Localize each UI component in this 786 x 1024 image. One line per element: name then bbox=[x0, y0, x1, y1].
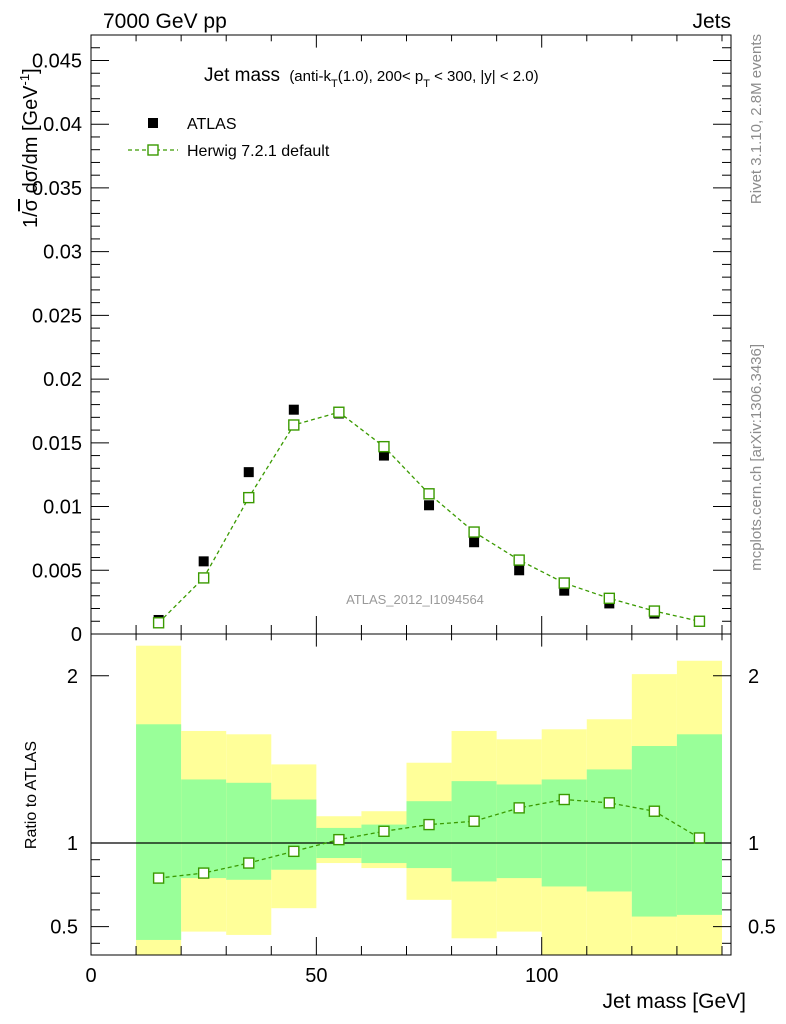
chart-title-main: Jet mass bbox=[204, 65, 280, 86]
legend-label-atlas: ATLAS bbox=[187, 116, 237, 133]
x-axis-label: Jet mass [GeV] bbox=[602, 990, 746, 1013]
y-axis-label-part-1: 1/ bbox=[20, 211, 42, 228]
herwig-point bbox=[152, 617, 165, 629]
y-tick-label: 0.03 bbox=[43, 242, 82, 264]
legend: ATLAS Herwig 7.2.1 default bbox=[128, 116, 330, 160]
ratio-point bbox=[558, 793, 570, 806]
main-tick-labels: 0 0.005 0.01 0.015 0.02 0.025 0.03 0.035 0.04 0.0… bbox=[32, 50, 82, 646]
herwig-point bbox=[423, 488, 435, 500]
band-inner bbox=[586, 769, 632, 892]
ratio-point bbox=[288, 845, 300, 858]
band-inner bbox=[406, 801, 452, 869]
main-axis-ticks bbox=[90, 34, 731, 635]
x-tick-label: 100 bbox=[525, 965, 558, 987]
band-inner bbox=[496, 784, 542, 879]
chart-title-sub-2: T bbox=[423, 78, 430, 90]
ratio-y-axis-label: Ratio to ATLAS bbox=[23, 741, 40, 849]
legend-marker-atlas bbox=[148, 118, 158, 128]
ratio-point bbox=[693, 832, 706, 844]
herwig-point bbox=[558, 577, 570, 589]
ratio-data-layer bbox=[91, 793, 731, 884]
y-tick-label: 0.02 bbox=[43, 369, 82, 391]
header-right-label: Jets bbox=[692, 10, 731, 33]
band-inner bbox=[631, 746, 677, 917]
ratio-panel-frame bbox=[90, 633, 732, 956]
band-inner bbox=[676, 734, 722, 915]
y-axis-label-part-3: dσ/dm [GeV bbox=[20, 85, 42, 199]
band-inner bbox=[181, 779, 227, 879]
ratio-tick-label-right: 0.5 bbox=[748, 917, 776, 939]
herwig-point bbox=[243, 491, 255, 504]
ratio-tick-label-right: 2 bbox=[748, 666, 759, 688]
y-axis-label-part-5: ] bbox=[20, 68, 42, 74]
atlas-point bbox=[378, 450, 389, 461]
x-tick-label: 0 bbox=[85, 965, 96, 987]
atlas-point bbox=[288, 404, 299, 415]
mcplots-label: mcplots.cern.ch [arXiv:1306.3436] bbox=[748, 344, 765, 571]
rivet-version-label: Rivet 3.1.10, 2.8M events bbox=[748, 34, 765, 204]
band-inner bbox=[271, 799, 317, 870]
ratio-tick-label-left: 1 bbox=[67, 833, 78, 855]
herwig-point bbox=[603, 592, 616, 605]
y-tick-label: 0.015 bbox=[32, 433, 82, 455]
atlas-point bbox=[469, 537, 480, 548]
chart-title-detail-2: (1.0), 200< p bbox=[338, 68, 423, 85]
herwig-point bbox=[378, 440, 390, 453]
band-inner bbox=[451, 781, 497, 882]
atlas-point bbox=[243, 467, 254, 478]
y-tick-label: 0.04 bbox=[43, 114, 82, 136]
chart-title-detail-1: (anti-k bbox=[289, 68, 331, 85]
ratio-point bbox=[513, 802, 525, 814]
ratio-uncertainty-bands bbox=[136, 645, 722, 955]
ratio-point bbox=[152, 872, 165, 884]
ratio-point bbox=[243, 857, 255, 869]
y-tick-label: 0.005 bbox=[32, 560, 82, 582]
chart-title-sub-1: T bbox=[331, 78, 338, 90]
herwig-point bbox=[333, 406, 345, 418]
band-inner bbox=[136, 724, 182, 940]
chart-title-detail-3: < 300, |y| < 2.0) bbox=[430, 68, 539, 85]
ratio-tick-label-right: 1 bbox=[748, 833, 759, 855]
y-axis-label-part-2: σ bbox=[20, 198, 42, 211]
herwig-point bbox=[648, 605, 661, 617]
atlas-point bbox=[514, 565, 525, 576]
ratio-tick-label-left: 0.5 bbox=[50, 917, 78, 939]
ratio-point bbox=[648, 805, 661, 817]
ratio-point bbox=[603, 797, 616, 809]
legend-label-herwig: Herwig 7.2.1 default bbox=[187, 143, 330, 160]
ratio-point bbox=[378, 825, 390, 837]
herwig-point bbox=[197, 572, 210, 584]
ratio-point bbox=[333, 833, 345, 846]
y-axis-label-part-4: -1 bbox=[17, 74, 32, 86]
main-data-layer bbox=[152, 404, 706, 629]
ratio-point bbox=[423, 818, 435, 831]
x-tick-label: 50 bbox=[305, 965, 327, 987]
ratio-tick-label-left: 2 bbox=[67, 666, 78, 688]
analysis-watermark: ATLAS_2012_I1094564 bbox=[346, 592, 484, 607]
atlas-point bbox=[559, 585, 570, 596]
herwig-point bbox=[468, 526, 480, 538]
ratio-tick-labels: 0 50 100 0.5 0.5 1 1 2 2 bbox=[50, 666, 776, 987]
atlas-point bbox=[424, 500, 435, 511]
y-tick-label: 0.01 bbox=[43, 497, 82, 519]
y-tick-label: 0.045 bbox=[32, 50, 82, 72]
y-axis-label: 1/σ dσ/dm [GeV-1] bbox=[17, 68, 42, 228]
atlas-point bbox=[198, 556, 209, 567]
y-tick-label: 0.025 bbox=[32, 305, 82, 327]
herwig-point bbox=[288, 419, 300, 431]
chart-title: Jet mass (anti-kT(1.0), 200< pT < 300, |… bbox=[204, 65, 539, 90]
ratio-point bbox=[197, 867, 210, 879]
header-left-label: 7000 GeV pp bbox=[103, 10, 227, 33]
y-tick-label: 0.035 bbox=[32, 178, 82, 200]
herwig-point bbox=[513, 554, 525, 566]
y-tick-label: 0 bbox=[71, 624, 82, 646]
ratio-axis-ticks bbox=[90, 634, 731, 955]
legend-marker-herwig bbox=[147, 144, 159, 156]
herwig-point bbox=[693, 615, 706, 627]
ratio-point bbox=[468, 815, 480, 827]
